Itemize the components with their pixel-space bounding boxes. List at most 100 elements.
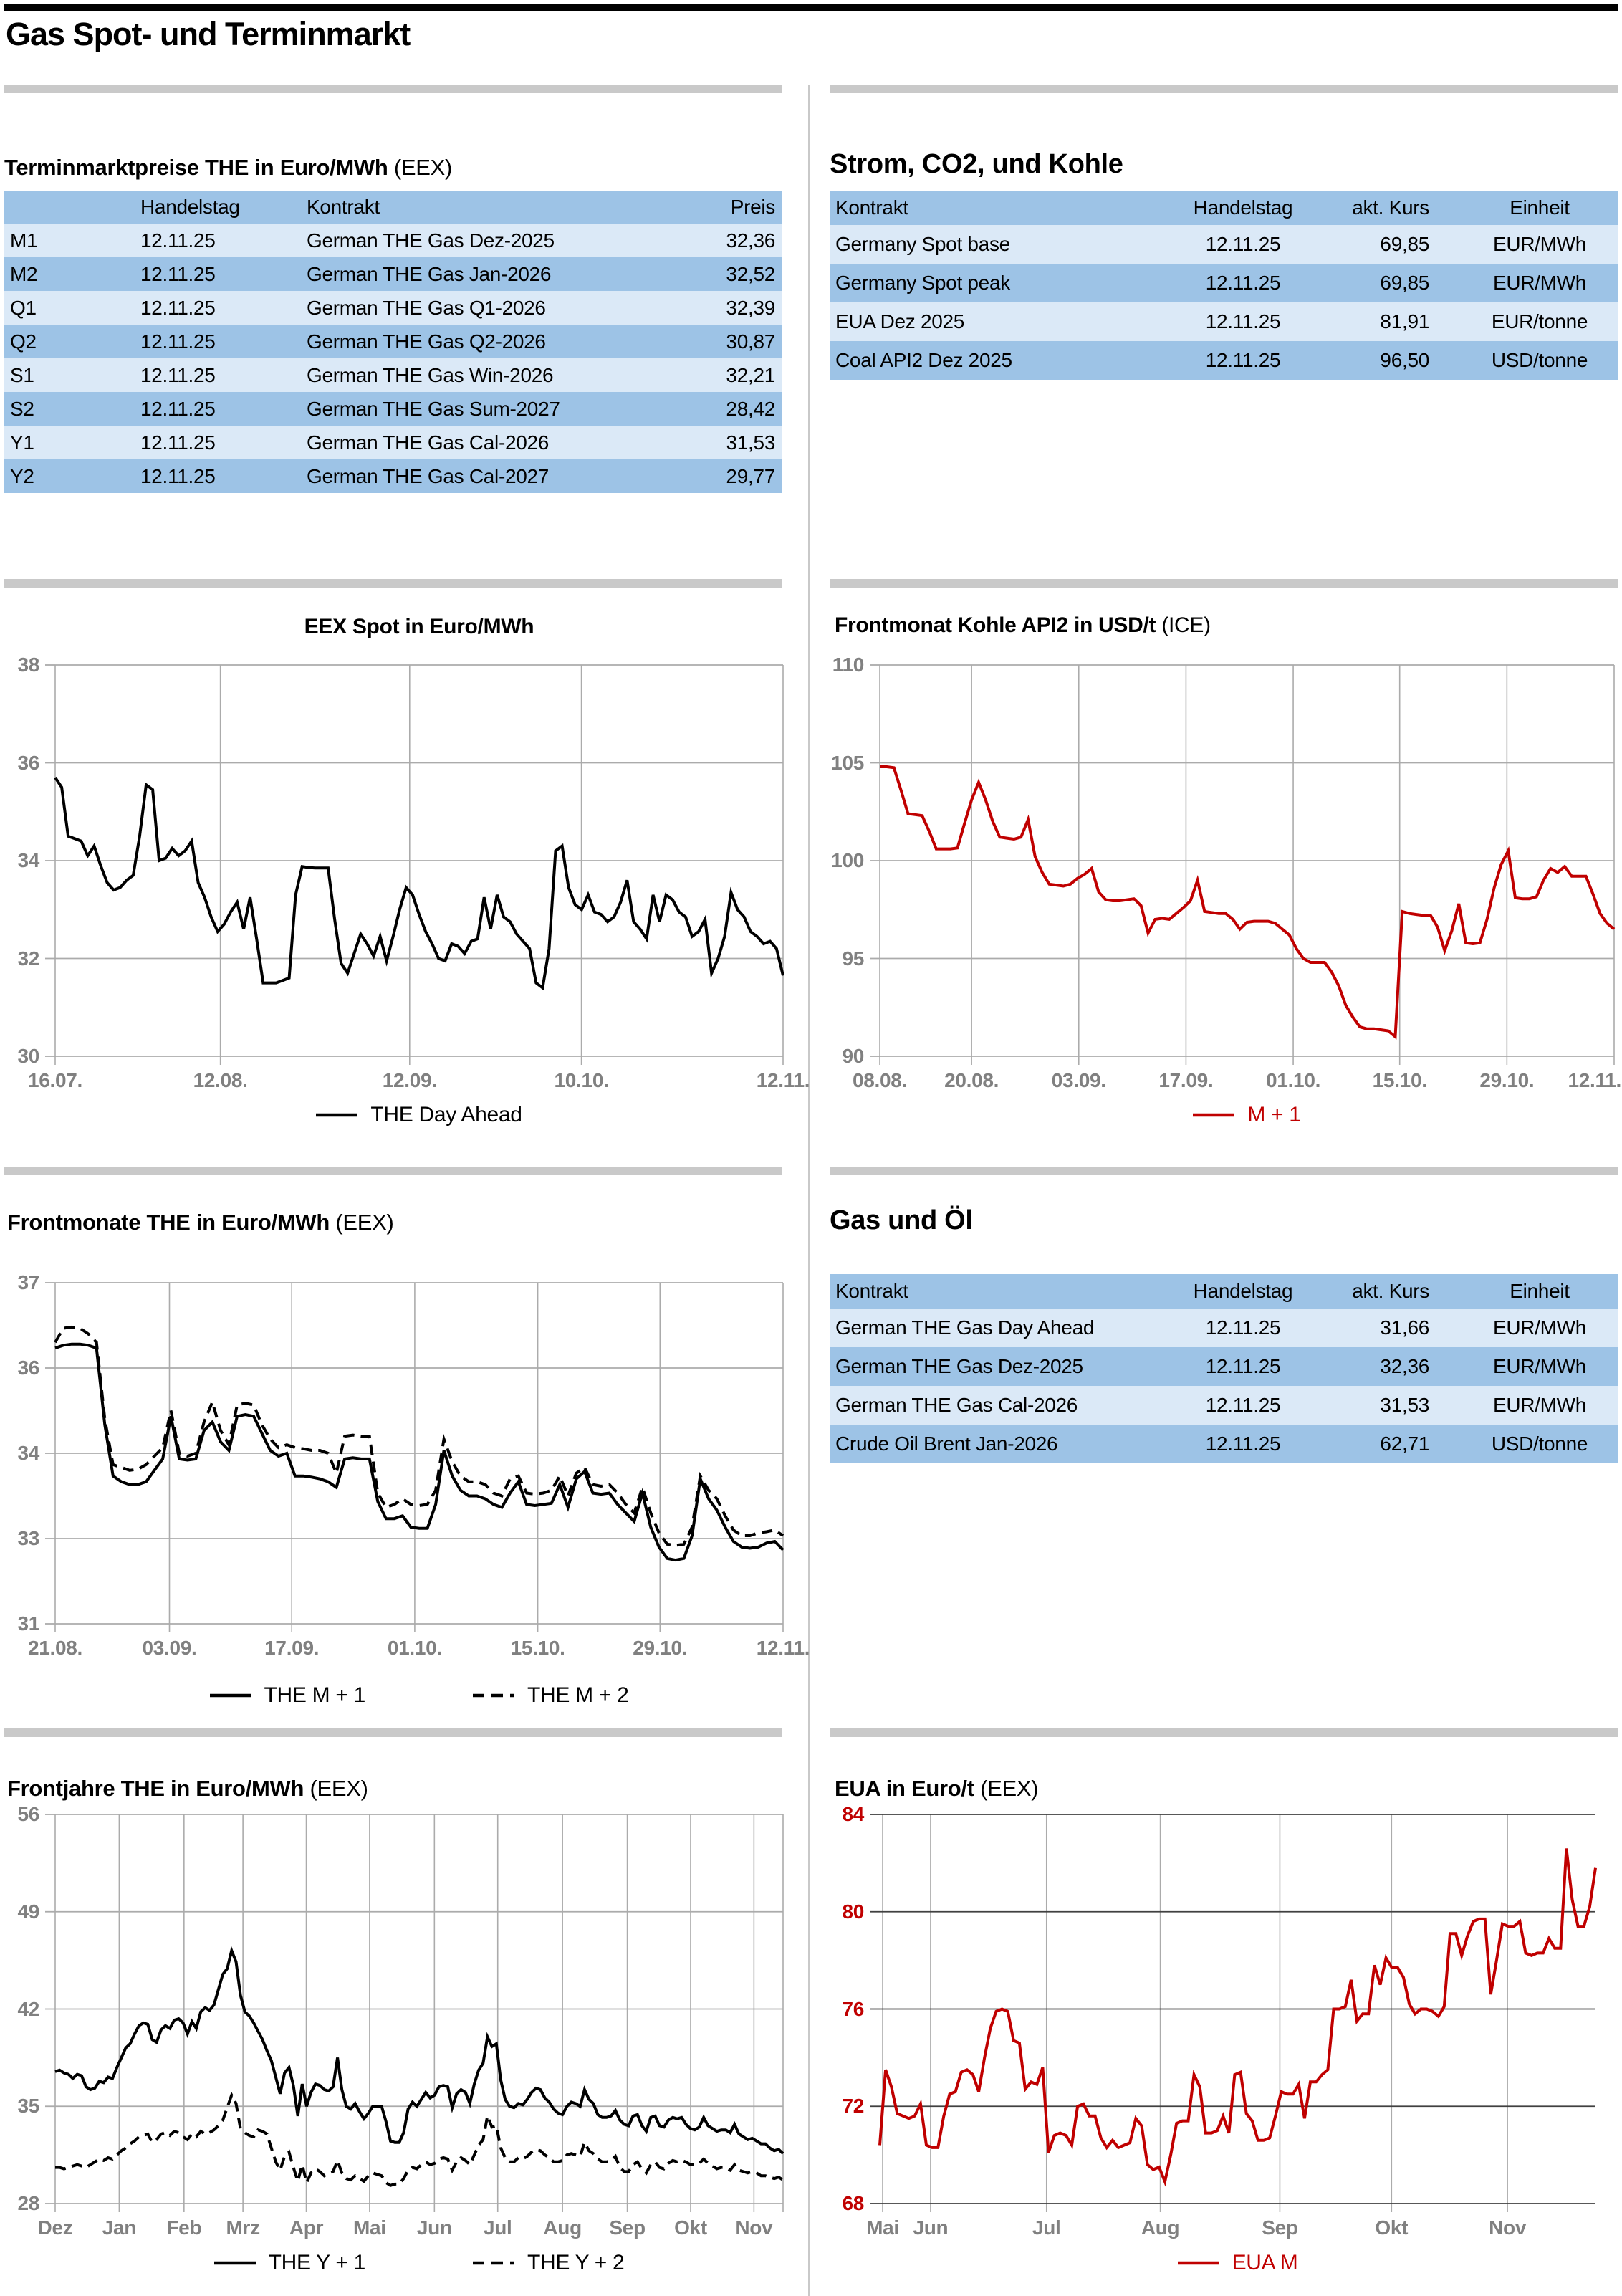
chart-canvas	[45, 1814, 784, 2212]
table-cell: 12.11.25	[1205, 1355, 1281, 1377]
chart-title-suffix: (EEX)	[980, 1776, 1039, 1801]
legend-label: EUA M	[1232, 2251, 1298, 2275]
x-axis-label: Jul	[1032, 2216, 1061, 2239]
table-cell: EUR/MWh	[1492, 1394, 1587, 1416]
x-axis-label: 01.10.	[387, 1637, 442, 1659]
legend-label: THE Y + 2	[527, 2251, 625, 2275]
chart-title-text: EUA in Euro/t	[835, 1776, 974, 1801]
table-cell: 28,42	[726, 397, 775, 420]
table-cell: 32,39	[726, 296, 775, 319]
x-axis-label: Jun	[913, 2216, 949, 2239]
table-cell: 31,53	[726, 431, 775, 454]
table-header-row: Kontrakt Handelstag akt. Kurs Einheit	[830, 1274, 1618, 1309]
table-cell: EUR/MWh	[1492, 1316, 1587, 1339]
table-cell: 81,91	[1380, 310, 1429, 333]
x-axis-label: 16.07.	[27, 1069, 83, 1091]
series-line-the-m-2	[54, 1325, 784, 1547]
terminmarkt-table: Handelstag Kontrakt Preis M1 12.11.25 German …	[4, 191, 782, 493]
table-row: M2 12.11.25 German THE Gas Jan-2026 32,52	[4, 257, 782, 291]
section-title-terminmarktpreise: Terminmarktpreise THE in Euro/MWh (EEX)	[4, 155, 452, 181]
legend-label: THE Y + 1	[268, 2251, 366, 2275]
legend-label: M + 1	[1247, 1103, 1301, 1127]
kohle-legend: M + 1	[880, 1099, 1614, 1131]
table-cell: S2	[10, 397, 34, 420]
table-cell: EUR/MWh	[1492, 233, 1587, 255]
table-row: S2 12.11.25 German THE Gas Sum-2027 28,42	[4, 392, 782, 426]
chart-title-text: Frontmonate THE in Euro/MWh	[7, 1210, 330, 1235]
legend-label: THE Day Ahead	[370, 1103, 522, 1127]
x-axis-label: 01.10.	[1266, 1069, 1321, 1091]
table-row: German THE Gas Day Ahead 12.11.25 31,66 EUR…	[830, 1309, 1618, 1347]
x-axis-label: 10.10.	[554, 1069, 609, 1091]
y-axis-label: 36	[17, 1357, 39, 1379]
table-cell: 12.11.25	[1205, 310, 1281, 333]
chart-title-suffix: (EEX)	[335, 1210, 394, 1235]
y-axis-label: 68	[842, 2192, 864, 2214]
legend-swatch	[209, 1693, 251, 1698]
table-row: German THE Gas Cal-2026 12.11.25 31,53 EUR/…	[830, 1386, 1618, 1425]
table-row: S1 12.11.25 German THE Gas Win-2026 32,21	[4, 358, 782, 392]
legend-entry: THE M + 2	[473, 1683, 629, 1708]
series-line-m-1	[880, 765, 1616, 1040]
table-cell: 32,21	[726, 363, 775, 386]
table-cell: Kontrakt	[835, 1280, 908, 1302]
strom-co2-kohle-table: Kontrakt Handelstag akt. Kurs Einheit German…	[830, 191, 1618, 380]
table-cell: German THE Gas Dez-2025	[307, 229, 555, 252]
frontmonate-legend: THE M + 1 THE M + 2	[55, 1680, 783, 1711]
table-cell: 12.11.25	[140, 397, 216, 420]
table-cell: German THE Gas Q2-2026	[307, 330, 546, 353]
table-cell: Einheit	[1510, 1280, 1570, 1302]
y-axis-label: 34	[17, 849, 39, 871]
table-row: Crude Oil Brent Jan-2026 12.11.25 62,71 USD…	[830, 1425, 1618, 1463]
separator-rule	[4, 1167, 782, 1175]
table-cell: 32,36	[726, 229, 775, 252]
kohle-chart-title: Frontmonat Kohle API2 in USD/t (ICE)	[835, 613, 1211, 638]
x-axis-label: Aug	[543, 2216, 582, 2239]
table-cell: USD/tonne	[1491, 1432, 1588, 1455]
x-axis-label: 17.09.	[264, 1637, 320, 1659]
separator-rule	[830, 1167, 1618, 1175]
separator-rule	[4, 85, 782, 93]
table-cell	[4, 191, 128, 224]
frontjahre-chart-title: Frontjahre THE in Euro/MWh (EEX)	[7, 1776, 368, 1802]
y-axis-label: 28	[17, 2192, 39, 2214]
table-cell: German THE Gas Cal-2026	[307, 431, 550, 454]
data-table: Handelstag Kontrakt Preis M1 12.11.25 German …	[4, 191, 782, 493]
table-row: Q2 12.11.25 German THE Gas Q2-2026 30,87	[4, 325, 782, 358]
eex-spot-chart: 38 36 34 32 30 16.07. 12.08. 12.09. 10.10. 12.11.	[17, 654, 810, 1092]
x-axis-label: Okt	[1375, 2216, 1409, 2239]
frontjahre-legend: THE Y + 1 THE Y + 2	[55, 2247, 783, 2279]
separator-rule	[830, 85, 1618, 93]
table-cell: Kontrakt	[307, 196, 380, 218]
table-cell: USD/tonne	[1491, 349, 1588, 371]
table-cell: 12.11.25	[1205, 233, 1281, 255]
table-cell: Kontrakt	[835, 196, 908, 219]
x-axis-label: Jan	[102, 2216, 137, 2239]
series-line-the-m-1	[54, 1342, 784, 1562]
y-axis-label: 30	[17, 1045, 39, 1067]
x-axis-label: 29.10.	[1479, 1069, 1535, 1091]
x-axis-label: Apr	[289, 2216, 324, 2239]
x-axis-label: Nov	[1489, 2216, 1527, 2239]
table-cell: Y1	[10, 431, 34, 454]
x-axis-label: Jul	[483, 2216, 512, 2239]
y-axis-label: 84	[842, 1803, 864, 1825]
section-title-strom-co2-kohle: Strom, CO2, und Kohle	[830, 149, 1123, 180]
legend-swatch	[473, 1693, 514, 1698]
table-cell: EUR/tonne	[1491, 310, 1588, 333]
frontjahre-chart: 56 49 42 35 28 Dez Jan Feb Mrz Apr Mai Jun Jul Aug Sep…	[17, 1804, 784, 2239]
y-axis-label: 90	[842, 1045, 864, 1067]
y-axis-label: 36	[17, 751, 39, 774]
legend-swatch	[316, 1113, 358, 1117]
chart-title-text: EEX Spot in Euro/MWh	[304, 615, 534, 638]
separator-rule	[830, 1728, 1618, 1737]
kohle-chart: 110 105 100 95 90 08.08. 20.08. 03.09. 17.09. 01.…	[831, 654, 1621, 1092]
table-cell: 12.11.25	[1205, 349, 1281, 371]
chart-title-text: Frontjahre THE in Euro/MWh	[7, 1776, 304, 1801]
eua-chart-title: EUA in Euro/t (EEX)	[835, 1776, 1039, 1802]
page-title: Gas Spot- und Terminmarkt	[6, 16, 411, 52]
x-axis-label: Mai	[353, 2216, 386, 2239]
legend-swatch	[1193, 1113, 1235, 1117]
table-row: German THE Gas Dez-2025 12.11.25 32,36 EUR/…	[830, 1347, 1618, 1386]
table-cell: Einheit	[1510, 196, 1570, 219]
